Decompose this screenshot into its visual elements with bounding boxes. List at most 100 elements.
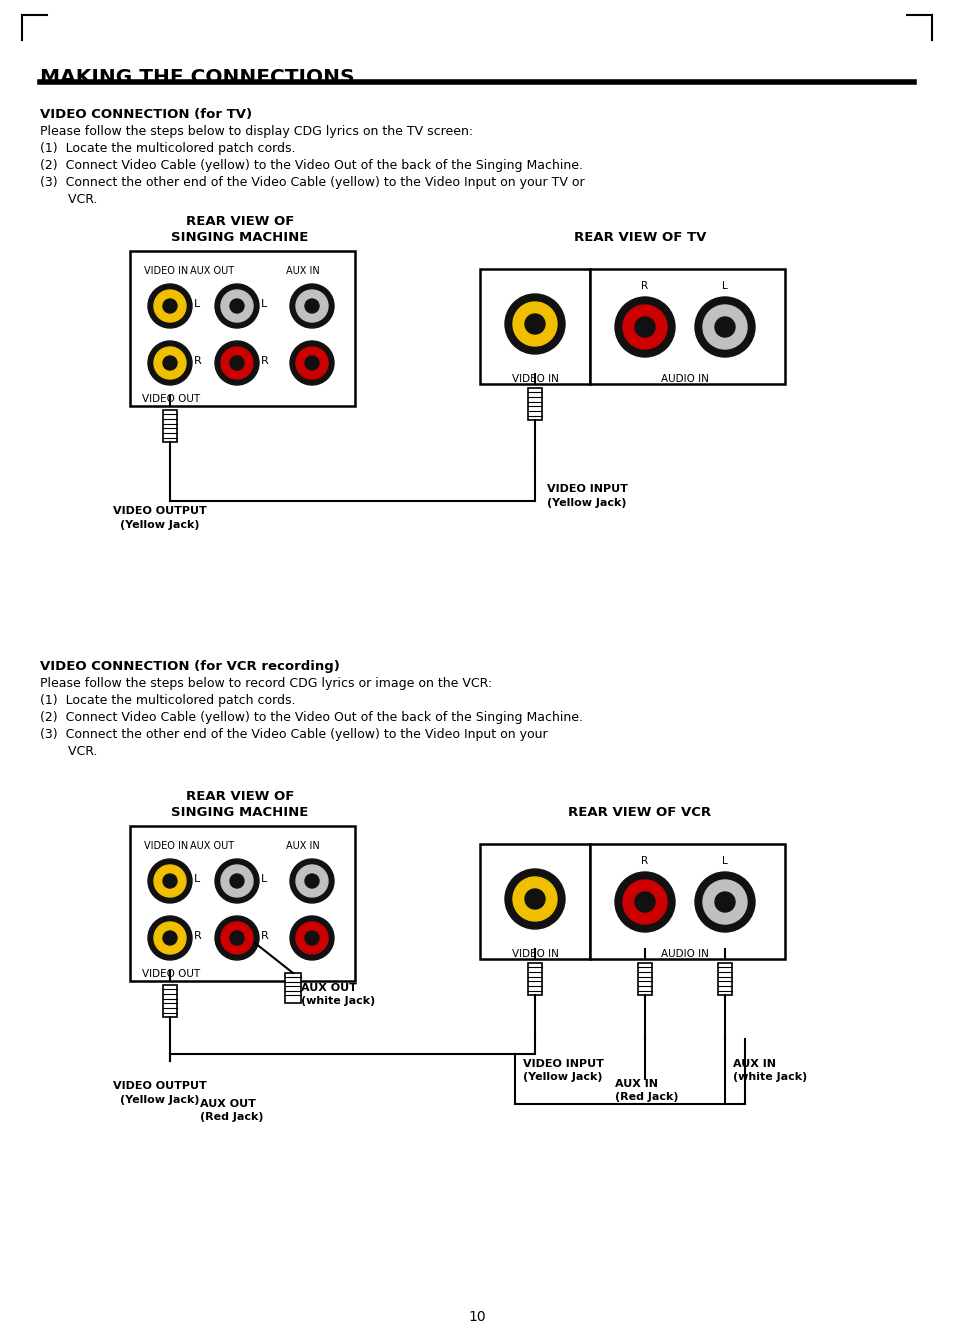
Text: VIDEO IN: VIDEO IN <box>144 266 188 276</box>
Text: AUX IN: AUX IN <box>615 1078 658 1089</box>
Text: AUX IN: AUX IN <box>286 266 319 276</box>
Circle shape <box>221 347 253 379</box>
Text: AUDIO IN: AUDIO IN <box>660 949 708 959</box>
Bar <box>163 409 177 442</box>
Bar <box>285 973 301 1004</box>
Circle shape <box>714 892 734 913</box>
Text: R: R <box>193 931 201 941</box>
Text: AUX IN: AUX IN <box>732 1058 775 1069</box>
Bar <box>479 844 589 959</box>
Circle shape <box>305 874 318 888</box>
Circle shape <box>702 305 746 349</box>
Text: (Yellow Jack): (Yellow Jack) <box>546 498 626 508</box>
Circle shape <box>695 872 754 933</box>
Circle shape <box>622 880 666 925</box>
Bar <box>638 963 651 995</box>
Text: (2)  Connect Video Cable (yellow) to the Video Out of the back of the Singing Ma: (2) Connect Video Cable (yellow) to the … <box>40 159 582 173</box>
Text: (Yellow Jack): (Yellow Jack) <box>120 1094 199 1105</box>
Bar <box>163 985 177 1017</box>
Circle shape <box>163 298 177 313</box>
Circle shape <box>290 284 334 328</box>
Circle shape <box>290 341 334 385</box>
Text: REAR VIEW OF TV: REAR VIEW OF TV <box>573 231 705 244</box>
Circle shape <box>714 317 734 337</box>
Text: R: R <box>640 281 648 290</box>
Text: L: L <box>193 874 200 884</box>
Circle shape <box>230 931 244 945</box>
Circle shape <box>615 872 675 933</box>
Circle shape <box>214 341 258 385</box>
Text: (1)  Locate the multicolored patch cords.: (1) Locate the multicolored patch cords. <box>40 142 295 155</box>
Text: AUX OUT: AUX OUT <box>200 1098 255 1109</box>
Circle shape <box>163 874 177 888</box>
Circle shape <box>214 917 258 959</box>
Text: L: L <box>721 856 727 866</box>
Text: (white Jack): (white Jack) <box>732 1072 806 1082</box>
Circle shape <box>504 294 564 355</box>
Circle shape <box>524 888 544 909</box>
Circle shape <box>622 305 666 349</box>
Text: R: R <box>640 856 648 866</box>
Text: VIDEO OUT: VIDEO OUT <box>142 969 200 979</box>
Text: (Yellow Jack): (Yellow Jack) <box>120 520 199 530</box>
Text: VIDEO IN: VIDEO IN <box>511 375 558 384</box>
Circle shape <box>221 922 253 954</box>
Circle shape <box>230 298 244 313</box>
Text: AUX OUT: AUX OUT <box>301 983 356 993</box>
Text: L: L <box>261 874 267 884</box>
Circle shape <box>221 864 253 896</box>
Circle shape <box>635 892 655 913</box>
Text: AUDIO IN: AUDIO IN <box>660 375 708 384</box>
Circle shape <box>504 868 564 929</box>
Circle shape <box>214 859 258 903</box>
Circle shape <box>148 341 192 385</box>
Circle shape <box>153 922 186 954</box>
Text: VCR.: VCR. <box>40 745 97 759</box>
Text: R: R <box>193 356 201 367</box>
Circle shape <box>305 356 318 371</box>
Text: (2)  Connect Video Cable (yellow) to the Video Out of the back of the Singing Ma: (2) Connect Video Cable (yellow) to the … <box>40 710 582 724</box>
Text: VIDEO INPUT: VIDEO INPUT <box>546 484 627 494</box>
Circle shape <box>295 290 328 322</box>
Circle shape <box>148 859 192 903</box>
Text: VIDEO IN: VIDEO IN <box>511 949 558 959</box>
Bar <box>527 388 541 420</box>
Text: REAR VIEW OF: REAR VIEW OF <box>186 789 294 803</box>
Text: L: L <box>193 298 200 309</box>
Circle shape <box>153 864 186 896</box>
Text: SINGING MACHINE: SINGING MACHINE <box>172 231 309 244</box>
Circle shape <box>214 284 258 328</box>
Text: AUX OUT: AUX OUT <box>190 266 233 276</box>
Circle shape <box>295 864 328 896</box>
Bar <box>479 269 589 384</box>
Circle shape <box>290 917 334 959</box>
Bar <box>589 844 784 959</box>
Text: AUX IN: AUX IN <box>286 842 319 851</box>
Bar <box>718 963 731 995</box>
Circle shape <box>305 931 318 945</box>
Bar <box>527 963 541 995</box>
Bar <box>589 269 784 384</box>
Text: R: R <box>261 356 269 367</box>
Circle shape <box>513 302 557 347</box>
Text: REAR VIEW OF: REAR VIEW OF <box>186 215 294 227</box>
Text: Please follow the steps below to display CDG lyrics on the TV screen:: Please follow the steps below to display… <box>40 124 473 138</box>
Text: R: R <box>261 931 269 941</box>
Circle shape <box>702 880 746 925</box>
Bar <box>130 252 355 405</box>
Circle shape <box>695 297 754 357</box>
Text: Please follow the steps below to record CDG lyrics or image on the VCR:: Please follow the steps below to record … <box>40 677 492 690</box>
Text: 10: 10 <box>468 1310 485 1325</box>
Text: AUX OUT: AUX OUT <box>190 842 233 851</box>
Circle shape <box>163 356 177 371</box>
Circle shape <box>153 290 186 322</box>
Circle shape <box>615 297 675 357</box>
Bar <box>130 826 355 981</box>
Text: MAKING THE CONNECTIONS: MAKING THE CONNECTIONS <box>40 68 355 87</box>
Text: VIDEO INPUT: VIDEO INPUT <box>522 1058 603 1069</box>
Text: (1)  Locate the multicolored patch cords.: (1) Locate the multicolored patch cords. <box>40 694 295 706</box>
Text: VIDEO CONNECTION (for VCR recording): VIDEO CONNECTION (for VCR recording) <box>40 660 339 673</box>
Circle shape <box>230 356 244 371</box>
Circle shape <box>230 874 244 888</box>
Circle shape <box>153 347 186 379</box>
